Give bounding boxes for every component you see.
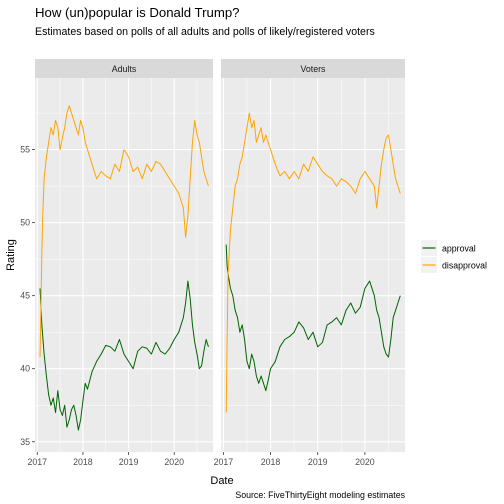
chart-subtitle: Estimates based on polls of all adults a…	[35, 26, 375, 38]
facet-strip	[221, 59, 405, 78]
panels: Adults Voters	[35, 59, 405, 452]
y-tick-label: 50	[20, 218, 30, 228]
facet-strip	[35, 59, 213, 78]
panel-voters: Voters	[221, 59, 405, 452]
x-axis-title: Date	[210, 475, 233, 487]
y-tick-label: 45	[20, 291, 30, 301]
series-line-approval	[39, 280, 209, 431]
y-tick-label: 40	[20, 364, 30, 374]
facet-strip-label: Voters	[301, 64, 327, 74]
plot-background	[221, 78, 405, 452]
chart-caption: Source: FiveThirtyEight modeling estimat…	[235, 490, 405, 500]
x-tick-label: 2017	[27, 457, 47, 467]
legend-item-disapproval: disapproval	[421, 257, 487, 273]
plot-background	[35, 78, 213, 452]
series-line-disapproval	[225, 112, 401, 413]
legend-label: disapproval	[442, 261, 487, 271]
x-tick-label: 2019	[308, 457, 328, 467]
chart-title: How (un)popular is Donald Trump?	[35, 5, 240, 20]
x-axes: 2017 2018 2019 2020 2017 2018 2019 2020	[27, 452, 375, 467]
x-tick-label: 2018	[261, 457, 281, 467]
panel-adults: Adults	[35, 59, 213, 452]
legend: approval disapproval	[421, 240, 487, 273]
legend-label: approval	[442, 244, 476, 254]
x-tick-label: 2018	[73, 457, 93, 467]
y-tick-label: 55	[20, 145, 30, 155]
x-tick-label: 2020	[164, 457, 184, 467]
legend-item-approval: approval	[421, 240, 476, 256]
x-tick-label: 2017	[214, 457, 234, 467]
series-line-approval	[225, 244, 401, 392]
y-tick-label: 35	[20, 437, 30, 447]
x-tick-label: 2020	[355, 457, 375, 467]
y-axis-title: Rating	[5, 239, 17, 271]
x-tick-label: 2019	[119, 457, 139, 467]
series-line-disapproval	[39, 105, 209, 358]
y-axis: 35 40 45 50 55	[20, 145, 35, 447]
facet-strip-label: Adults	[112, 64, 137, 74]
